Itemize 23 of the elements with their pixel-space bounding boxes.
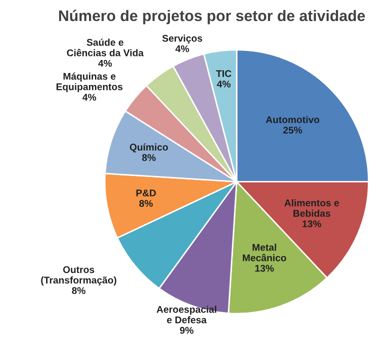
- slice-label: TIC: [216, 70, 232, 78]
- data-label: 4%: [175, 45, 190, 52]
- data-label: 13%: [302, 220, 322, 228]
- data-label: 13%: [255, 264, 274, 272]
- slice-label: Químico: [130, 143, 168, 152]
- slice-label: Aeroespacial e Defesa: [156, 306, 216, 324]
- data-label: 9%: [180, 326, 194, 334]
- data-label: 4%: [216, 80, 231, 88]
- slice-label: P&D: [136, 190, 156, 196]
- slice-label: Máquinas e Equipamentos: [56, 72, 122, 92]
- slice-label: Automotivo: [266, 116, 320, 124]
- data-label: 8%: [72, 287, 86, 294]
- data-label: 4%: [98, 60, 112, 67]
- slice-label: Outros (Transformação): [41, 266, 116, 286]
- slice-label: Saúde e Ciências da Vida: [66, 38, 144, 56]
- data-label: 8%: [142, 154, 156, 162]
- data-label: 25%: [283, 126, 302, 134]
- data-label: 4%: [82, 94, 96, 101]
- chart-title: Número de projetos por setor de atividade: [59, 10, 365, 24]
- slice-label: Serviços: [162, 34, 202, 44]
- slice-label: Alimentos e Bebidas: [284, 199, 339, 217]
- slice-label: Metal Mecânico: [242, 244, 286, 262]
- data-label: 8%: [139, 200, 153, 207]
